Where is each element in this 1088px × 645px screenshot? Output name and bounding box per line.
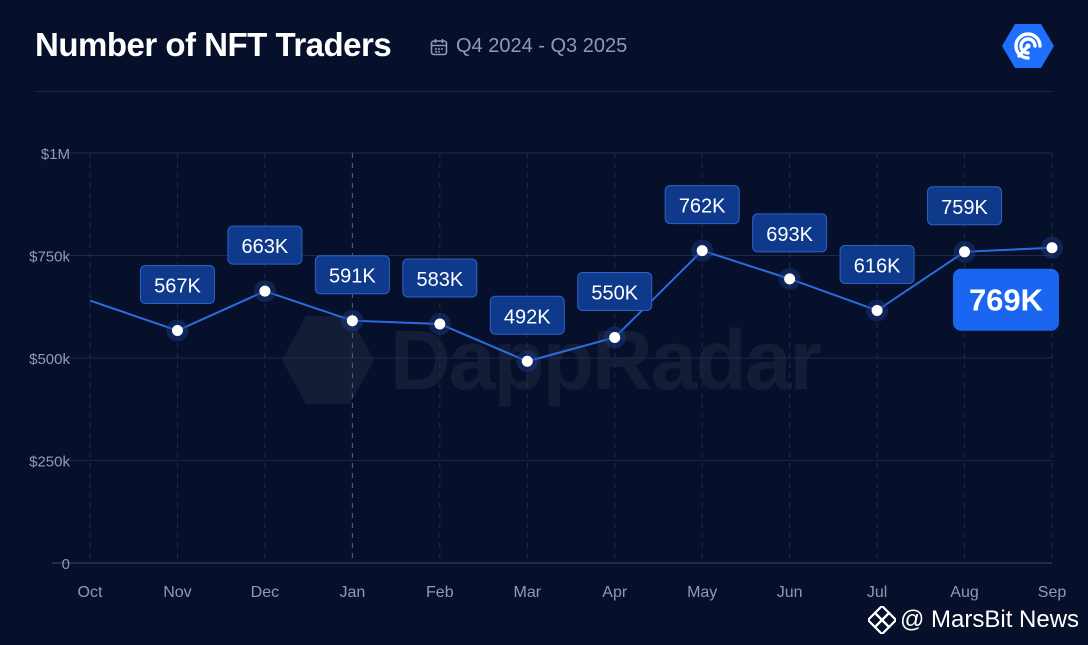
data-label-box [402,258,478,298]
dappradar-logo-icon [1002,24,1054,68]
x-tick-label: Dec [251,584,279,601]
period-label: Q4 2024 - Q3 2025 [456,35,628,57]
data-point [871,304,883,316]
data-point [259,285,271,297]
line-chart: 0 $250k $500k $750k $1M Oct Nov Dec Jan Feb Mar Apr… [29,146,1067,601]
data-label: 616K [854,255,901,277]
data-point [171,325,183,337]
chart-header: Number of NFT Traders Q4 2024 - Q3 2025 [0,0,1088,92]
data-label: 693K [766,224,813,246]
data-point [696,245,708,257]
data-label: 567K [154,276,201,298]
data-label-box [314,255,390,295]
x-tick-label: Oct [78,584,103,601]
data-label: 550K [591,283,638,305]
x-tick-label: Feb [426,584,454,601]
data-label-box [752,213,828,253]
y-tick-label: $500k [29,351,70,368]
x-tick-label: Sep [1038,584,1067,601]
data-point [521,355,533,367]
x-tick-label: Apr [602,584,628,601]
credit-text: @ MarsBit News [900,606,1080,633]
data-label: 492K [504,306,551,328]
data-point [959,246,971,258]
data-label-box [227,225,303,265]
data-point [784,273,796,285]
binance-diamond-icon [868,606,896,634]
data-label: 663K [242,236,289,258]
data-label: 583K [416,269,463,291]
y-tick-label: $1M [41,146,70,163]
data-label: 759K [941,197,988,219]
data-label: 591K [329,266,376,288]
highlight-label-box [953,268,1059,331]
source-credit: @ MarsBit News [868,606,1079,634]
highlight-label: 769K [969,283,1044,318]
x-tick-label: Jun [777,584,803,601]
data-label-box [139,265,215,305]
x-tick-label: Mar [513,584,541,601]
y-tick-label: 0 [62,556,70,573]
data-label-box [927,186,1003,226]
calendar-icon [430,38,448,55]
watermark-logo-icon [282,316,374,404]
data-label-box [489,295,565,335]
chart-title: Number of NFT Traders [35,26,392,63]
x-tick-label: May [687,584,717,601]
x-tick-label: Nov [163,584,191,601]
data-point [609,332,621,343]
y-tick-label: $250k [29,454,70,471]
data-point [434,318,446,330]
data-label-box [577,272,653,311]
watermark-text: DappRadar [390,312,822,407]
x-tick-label: Jul [867,584,887,601]
watermark: DappRadar [278,310,822,410]
data-point [1046,242,1058,254]
data-label: 762K [679,196,726,218]
series-line [89,246,1053,363]
data-label-box [839,244,915,284]
x-tick-label: Jan [339,584,365,601]
data-point [346,315,358,327]
date-range: Q4 2024 - Q3 2025 [430,35,627,58]
y-tick-label: $750k [29,249,70,266]
data-label-box [664,185,740,225]
x-tick-label: Aug [950,584,978,601]
header-divider [35,91,1053,92]
